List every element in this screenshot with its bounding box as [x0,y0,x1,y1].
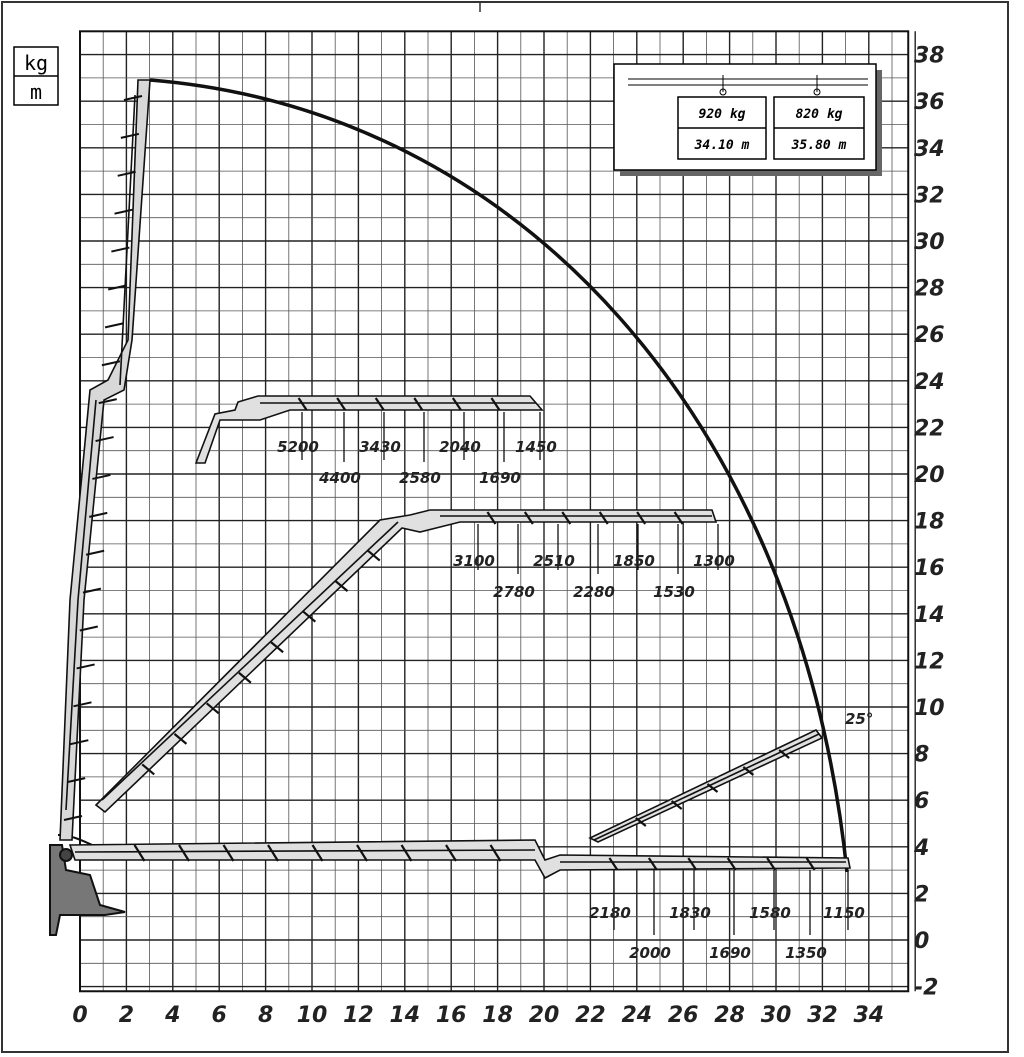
y-tick-label: 22 [914,416,945,441]
legend-outreach-2: 35.80 m [791,138,847,153]
y-tick-label: 28 [914,277,945,302]
load-label-22m: 3430 [359,438,401,456]
x-tick-label: 2 [119,1003,134,1028]
y-tick-label: 32 [914,183,945,208]
boom-vertical [59,79,151,841]
y-tick-label: 36 [914,90,945,115]
y-tick-label: 26 [914,323,945,348]
load-label-3m: 1150 [823,904,865,922]
x-tick-label: 16 [436,1003,467,1028]
load-label-22m: 1690 [479,469,521,487]
load-label-18m: 1300 [693,552,735,570]
y-tick-label: 16 [914,556,945,581]
load-label-18m: 2510 [533,552,575,570]
unit-top: kg [24,51,48,75]
y-tick-label: 10 [914,696,945,721]
x-axis-ticks: 0 2 4 6 8 10 12 14 16 18 20 22 24 26 28 30 32 34 [72,1003,884,1028]
legend-load-1: 920 kg [699,107,746,122]
x-tick-label: 12 [343,1003,374,1028]
legend-load-2: 820 kg [796,107,843,122]
load-label-22m: 4400 [318,469,361,487]
boom-18m [94,509,718,814]
boom-22m [194,395,544,464]
y-tick-label: 18 [914,510,945,535]
y-tick-label: 24 [914,370,945,395]
reach-envelope-arc [149,78,849,873]
x-tick-label: 14 [389,1003,420,1028]
x-tick-label: 10 [297,1003,328,1028]
x-tick-label: 0 [72,1003,87,1028]
legend-box: 920 kg 34.10 m 820 kg 35.80 m [613,63,882,176]
unit-bottom: m [30,80,42,104]
y-tick-label: 14 [914,603,945,628]
angle-label: 25° [845,710,873,728]
y-tick-label: 2 [914,882,929,907]
x-tick-label: 30 [761,1003,792,1028]
load-label-3m: 2000 [629,944,671,962]
load-label-22m: 2580 [399,469,441,487]
load-label-3m: 1580 [749,904,791,922]
load-label-18m: 3100 [453,552,495,570]
y-tick-label: 20 [914,463,945,488]
x-tick-label: 18 [482,1003,513,1028]
x-tick-label: 20 [529,1003,560,1028]
load-label-18m: 2280 [573,583,615,601]
load-labels: 5200 3430 2040 1450 4400 2580 1690 3100 2510 1850… [133,397,865,962]
load-label-22m: 5200 [277,438,319,456]
x-tick-label: 4 [164,1003,180,1028]
load-label-18m: 1850 [613,552,655,570]
load-label-22m: 1450 [515,438,557,456]
x-tick-label: 6 [212,1003,227,1028]
x-tick-label: 22 [575,1003,606,1028]
load-label-3m: 1830 [669,904,711,922]
y-tick-label: 38 [914,44,945,69]
x-tick-label: 26 [668,1003,699,1028]
x-tick-label: 8 [258,1003,273,1028]
x-tick-label: 24 [621,1003,652,1028]
y-tick-label: 4 [913,836,929,861]
y-tick-label: 0 [914,929,929,954]
chart-frame [1,1,1009,1053]
load-label-18m: 1530 [653,583,695,601]
x-tick-label: 32 [807,1003,838,1028]
crane-base [49,834,126,936]
load-label-18m: 2780 [493,583,535,601]
y-tick-label: 12 [914,649,945,674]
x-tick-label: 28 [714,1003,745,1028]
load-label-3m: 1690 [709,944,751,962]
x-tick-label: 34 [853,1003,884,1028]
load-label-22m: 2040 [439,438,481,456]
y-tick-label: -2 [914,976,938,1001]
legend-outreach-1: 34.10 m [694,138,750,153]
y-tick-label: 8 [914,743,929,768]
y-tick-label: 34 [914,137,945,162]
unit-box: kg m [13,46,59,106]
load-label-3m: 1350 [785,944,827,962]
load-label-3m: 2180 [589,904,631,922]
y-tick-label: 30 [914,230,945,255]
y-tick-label: 6 [914,789,929,814]
